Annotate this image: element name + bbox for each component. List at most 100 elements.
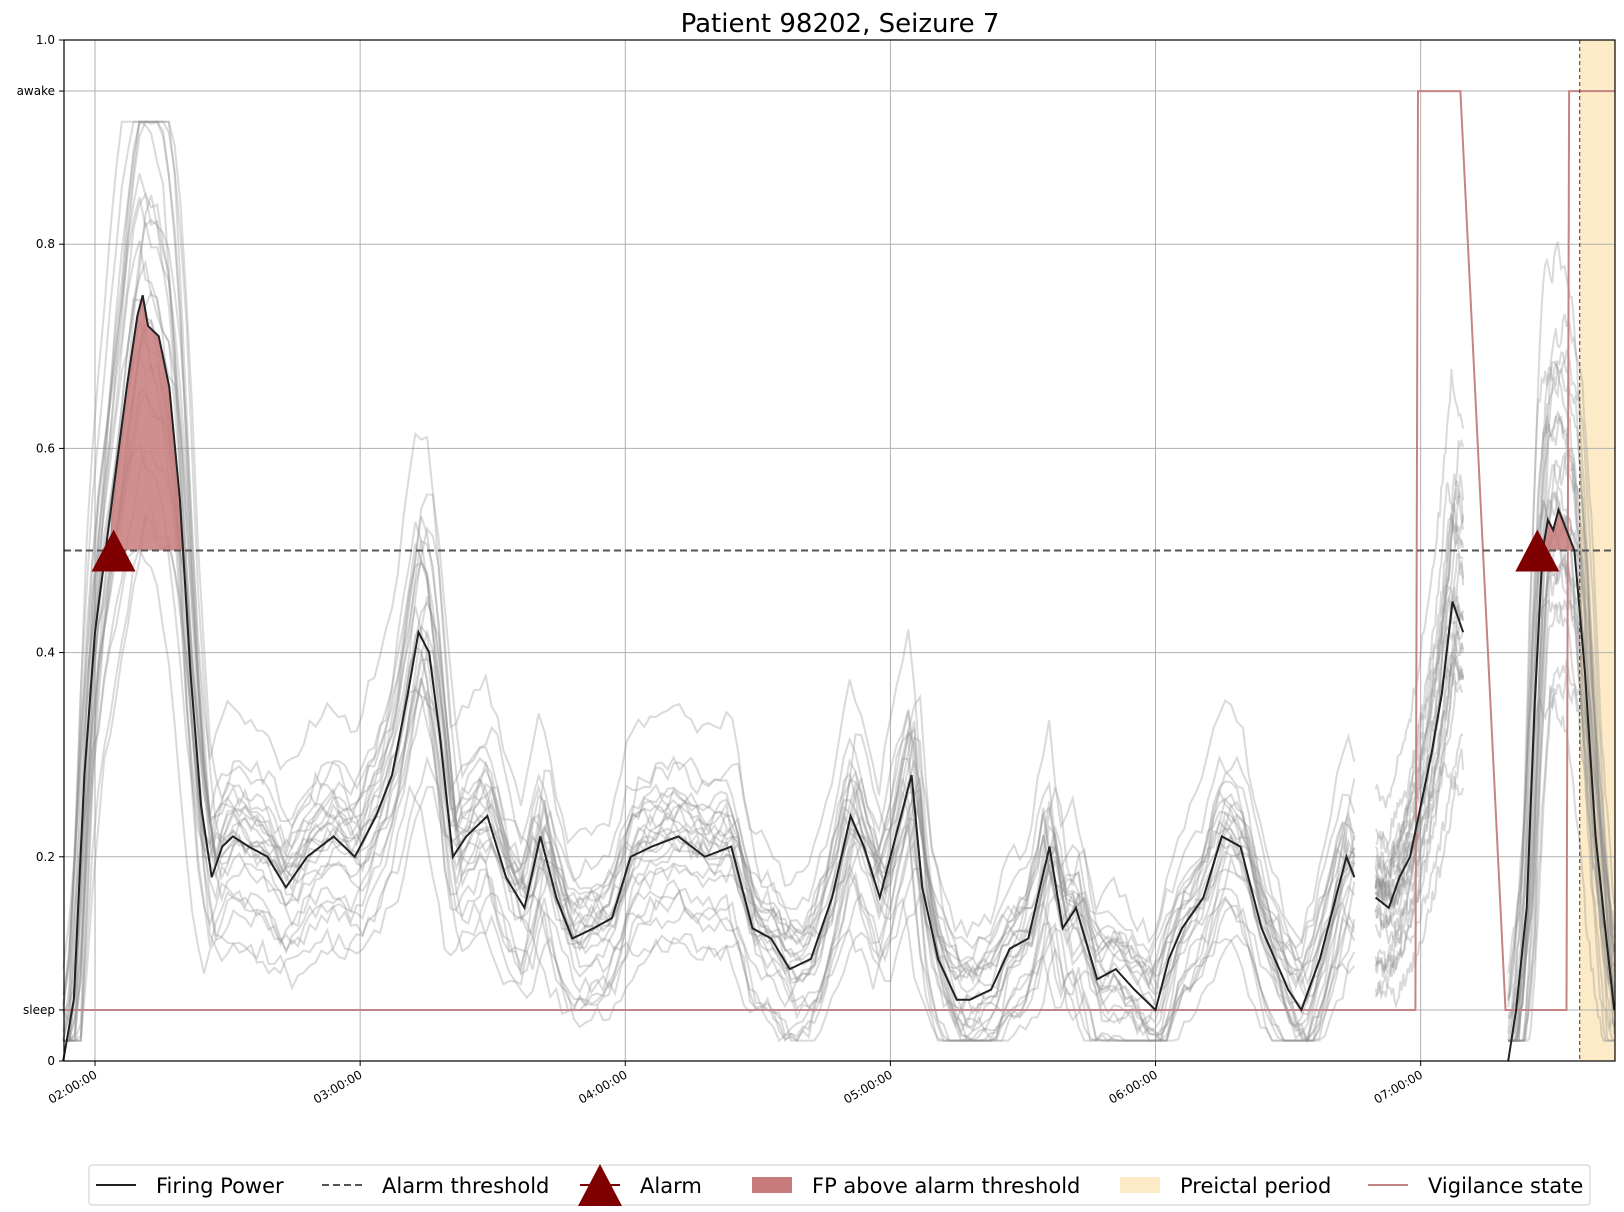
ensemble-trace [1374, 653, 1465, 973]
ensemble-trace [62, 196, 1356, 996]
chart-title: Patient 98202, Seizure 7 [681, 9, 1000, 39]
ensemble-trace [63, 384, 1356, 1042]
ensemble-trace [1507, 412, 1616, 1001]
ensemble-trace [1508, 484, 1616, 1042]
alarm-marker [91, 529, 136, 572]
ensemble-trace [62, 120, 1356, 1041]
ensemble-trace [1508, 313, 1616, 1042]
ensemble-trace [1507, 492, 1616, 1000]
ensemble-trace [1374, 369, 1465, 809]
ensemble-trace [63, 221, 1355, 1042]
firing-power-line-3 [1507, 506, 1616, 1062]
ensemble-trace [1508, 368, 1616, 1042]
ensemble-trace [63, 259, 1356, 1042]
firing-power-line-2 [1374, 601, 1465, 910]
ensemble-trace [1507, 525, 1616, 998]
legend-label: Alarm [640, 1174, 702, 1198]
fp-above-threshold-area [110, 295, 191, 551]
ensemble-trace [1375, 594, 1465, 975]
legend-label: Firing Power [156, 1174, 284, 1198]
ensemble-trace [1508, 671, 1616, 1042]
legend-box [88, 1164, 1591, 1206]
ensemble-trace [63, 120, 1356, 1042]
legend-entry: Alarm [578, 1164, 702, 1206]
ensemble-trace [1507, 599, 1616, 1021]
x-tick-label: 07:00:00 [1371, 1067, 1425, 1106]
y-tick-label: 0 [47, 1054, 55, 1068]
alarm-marker [1515, 529, 1560, 572]
ensemble-trace [1375, 559, 1465, 940]
ensemble-trace [1508, 560, 1615, 1042]
ensemble-trace [1507, 599, 1616, 974]
ensemble-trace [62, 347, 1356, 1006]
ensemble-trace [1508, 450, 1616, 1042]
ensemble-trace [1374, 585, 1465, 882]
ensemble-trace [1508, 351, 1616, 1042]
ensemble-layer [62, 120, 1616, 1044]
x-tick-label: 04:00:00 [576, 1067, 630, 1106]
ensemble-trace [63, 120, 1356, 1042]
legend-swatch-alarm [578, 1164, 622, 1206]
ensemble-trace [1374, 748, 1465, 1009]
firing-power-line-1 [62, 295, 1356, 1062]
ensemble-trace [1375, 438, 1465, 864]
ensemble-trace [1374, 473, 1465, 902]
legend-label: Preictal period [1180, 1174, 1331, 1198]
legend-entry: FP above alarm threshold [752, 1174, 1080, 1198]
ensemble-trace [63, 319, 1356, 1042]
legend-label: FP above alarm threshold [812, 1174, 1080, 1198]
ensemble-trace [63, 289, 1356, 1043]
legend-entry: Vigilance state [1368, 1174, 1583, 1198]
x-tick-label: 02:00:00 [46, 1067, 100, 1106]
ensemble-trace [63, 516, 1356, 1042]
y-tick-label: 0.6 [36, 441, 55, 455]
ensemble-trace [62, 191, 1356, 1041]
ensemble-trace [1374, 488, 1465, 916]
ensemble-trace [1374, 514, 1464, 854]
legend-label: Alarm threshold [382, 1174, 549, 1198]
ensemble-trace [62, 298, 1355, 1007]
ensemble-trace [1374, 482, 1465, 901]
ensemble-trace [1508, 660, 1616, 1042]
ensemble-trace [1374, 665, 1465, 907]
ensemble-trace [63, 324, 1356, 1043]
ensemble-trace [1374, 761, 1465, 998]
ensemble-trace [1508, 348, 1616, 1042]
y-tick-label: 1.0 [36, 33, 55, 47]
ensemble-trace [62, 173, 1356, 1033]
ensemble-trace [1374, 655, 1464, 978]
ensemble-trace [62, 120, 1356, 1013]
ensemble-trace [1507, 241, 1616, 1008]
ensemble-trace [1374, 520, 1464, 878]
ensemble-trace [63, 318, 1356, 1042]
x-tick-label: 03:00:00 [311, 1067, 365, 1106]
legend-swatch-preictal [1120, 1177, 1160, 1193]
ensemble-trace [63, 503, 1356, 1043]
x-tick-label: 06:00:00 [1106, 1067, 1160, 1106]
ensemble-trace [62, 548, 1356, 1043]
ensemble-trace [1374, 603, 1465, 911]
ensemble-trace [63, 240, 1356, 1043]
ensemble-trace [1507, 416, 1616, 1041]
ensemble-trace [1374, 512, 1465, 871]
plot-frame [63, 39, 1616, 1062]
ensemble-trace [1374, 648, 1465, 932]
y-tick-label: 0.4 [36, 646, 55, 660]
y-tick-label: sleep [23, 1003, 55, 1017]
ensemble-trace [1374, 733, 1464, 970]
ensemble-trace [63, 120, 1356, 1044]
ensemble-trace [62, 443, 1355, 969]
ensemble-trace [62, 392, 1356, 1014]
y-tick-label: 0.8 [36, 237, 55, 251]
legend-swatch-fp-above [752, 1177, 792, 1193]
ensemble-trace [1374, 612, 1465, 947]
vigilance-state-line [63, 90, 1615, 1011]
ensemble-trace [1374, 664, 1464, 891]
ensemble-trace [1508, 361, 1616, 1042]
legend-entry: Preictal period [1120, 1174, 1331, 1198]
legend: Firing Power Alarm threshold Alarm FP above… [88, 1164, 1591, 1206]
y-tick-label: awake [17, 84, 55, 98]
x-tick-label: 05:00:00 [841, 1067, 895, 1106]
